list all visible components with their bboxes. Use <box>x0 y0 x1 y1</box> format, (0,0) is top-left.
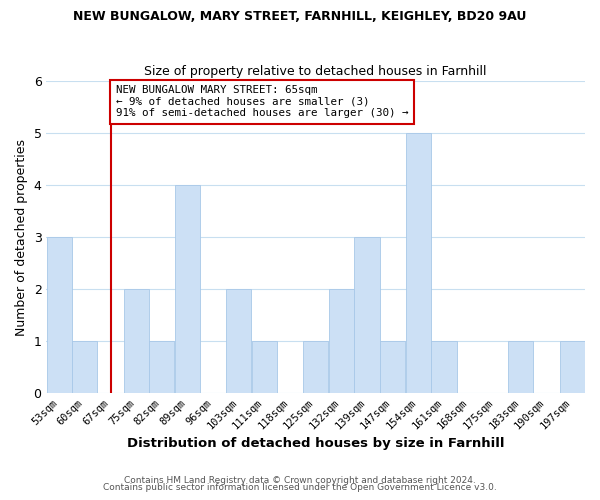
X-axis label: Distribution of detached houses by size in Farnhill: Distribution of detached houses by size … <box>127 437 505 450</box>
Bar <box>406 133 431 393</box>
Bar <box>149 341 175 393</box>
Bar <box>303 341 328 393</box>
Title: Size of property relative to detached houses in Farnhill: Size of property relative to detached ho… <box>145 66 487 78</box>
Bar <box>508 341 533 393</box>
Text: NEW BUNGALOW, MARY STREET, FARNHILL, KEIGHLEY, BD20 9AU: NEW BUNGALOW, MARY STREET, FARNHILL, KEI… <box>73 10 527 23</box>
Bar <box>47 237 72 393</box>
Bar <box>355 237 380 393</box>
Text: NEW BUNGALOW MARY STREET: 65sqm
← 9% of detached houses are smaller (3)
91% of s: NEW BUNGALOW MARY STREET: 65sqm ← 9% of … <box>116 85 408 118</box>
Bar <box>226 289 251 393</box>
Bar <box>329 289 354 393</box>
Bar <box>252 341 277 393</box>
Y-axis label: Number of detached properties: Number of detached properties <box>15 138 28 336</box>
Bar <box>124 289 149 393</box>
Text: Contains HM Land Registry data © Crown copyright and database right 2024.: Contains HM Land Registry data © Crown c… <box>124 476 476 485</box>
Bar <box>380 341 405 393</box>
Bar <box>175 185 200 393</box>
Bar <box>431 341 457 393</box>
Text: Contains public sector information licensed under the Open Government Licence v3: Contains public sector information licen… <box>103 484 497 492</box>
Bar <box>73 341 97 393</box>
Bar <box>560 341 585 393</box>
